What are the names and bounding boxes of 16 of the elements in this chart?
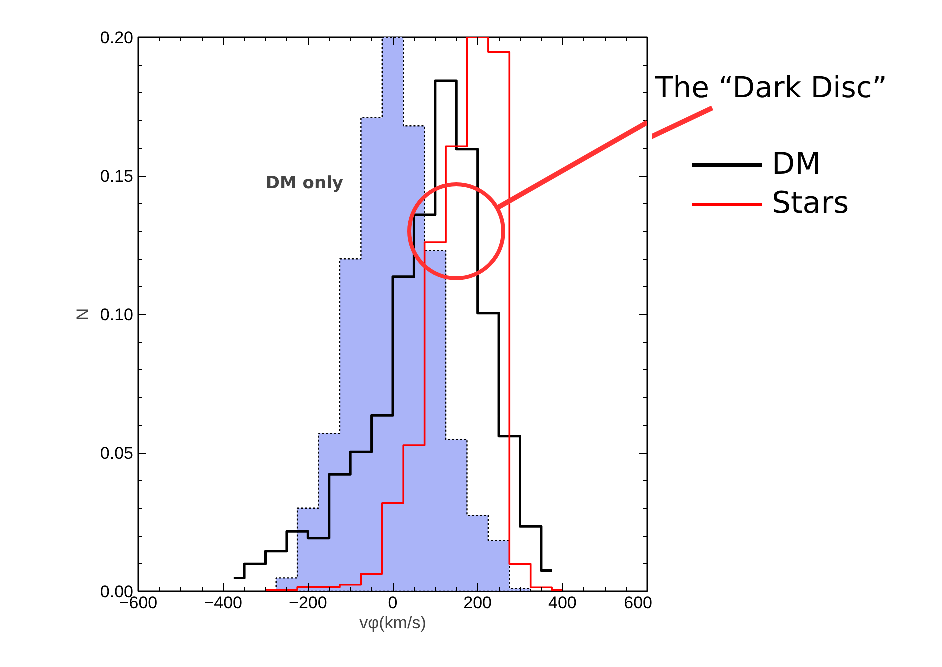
x-tick-label: −400	[204, 594, 242, 612]
y-tick-label: 0.15	[100, 167, 134, 186]
legend-label: Stars	[772, 186, 850, 221]
x-tick-label: 0	[388, 594, 398, 612]
y-tick-label: 0.20	[100, 28, 134, 48]
x-tick-label: 400	[548, 594, 577, 612]
x-tick-label: −200	[289, 594, 328, 612]
y-axis-title: N	[73, 308, 92, 321]
x-tick-label: 200	[464, 594, 492, 612]
text: The “Dark Disc”	[654, 70, 888, 105]
y-tick-label: 0.10	[100, 306, 134, 324]
legend-label: DM	[772, 147, 821, 182]
y-tick-label: 0.05	[100, 444, 134, 463]
x-axis-title: vφ(km/s)	[360, 614, 426, 632]
x-tick-label: 600	[624, 594, 653, 612]
annotation: DM only	[266, 174, 344, 194]
